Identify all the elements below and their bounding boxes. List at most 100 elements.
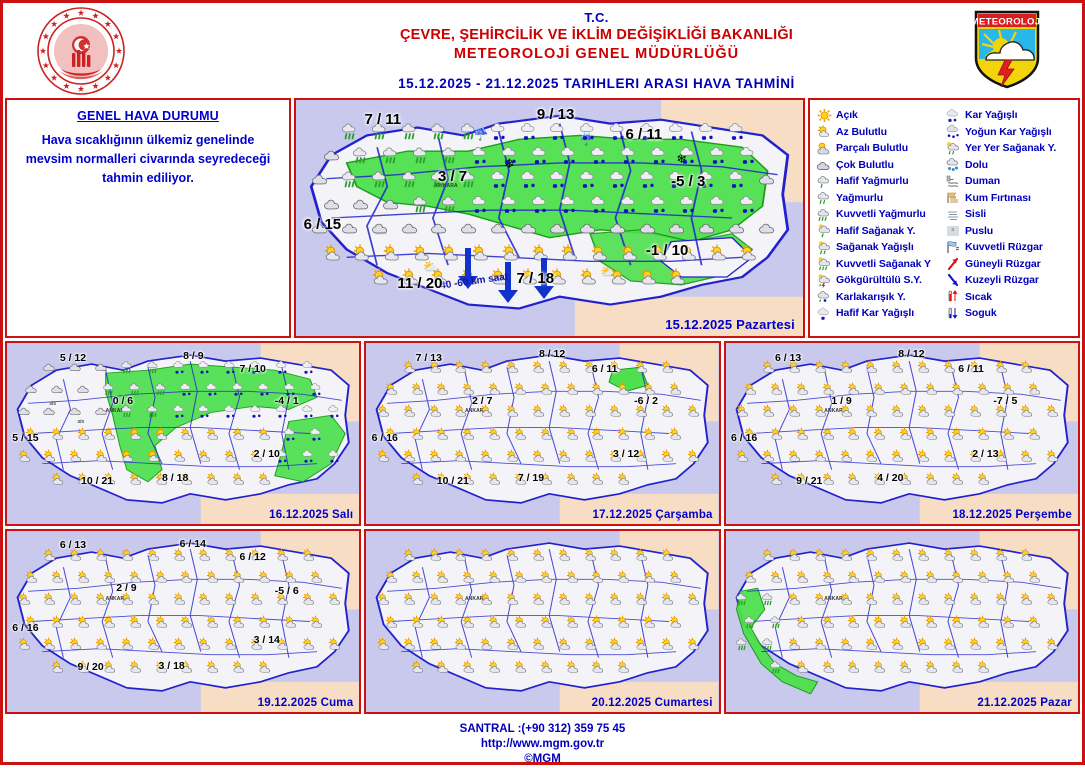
weather-icon-sunCloud: [873, 614, 888, 629]
hail-icon: [945, 157, 962, 172]
weather-icon-cloudSnow: [679, 145, 699, 165]
legend-item: Kar Yağışlı: [945, 107, 1074, 124]
legend-label: Kuzeyli Rüzgar: [965, 274, 1039, 287]
weather-icon-cloud: [311, 169, 331, 189]
weather-icon-sunCloud: [1046, 404, 1061, 419]
weather-icon-sunCloud: [891, 359, 906, 374]
legend-label: Hafif Yağmurlu: [836, 175, 909, 188]
weather-icon-cloudSnow: [728, 121, 748, 141]
weather-icon-sunCloud: [769, 471, 784, 486]
weather-icon-sunCloud: [617, 426, 632, 441]
forecast-map-18[interactable]: ANKARA 18.12.2025 Perşembe 6 / 13 8 / 12 6…: [723, 341, 1080, 526]
weather-icon-sunCloud: [410, 659, 425, 674]
temperature-label: 8 / 18: [162, 471, 189, 484]
weather-icon-sunCloud: [560, 243, 580, 263]
weather-icon-sunCloud: [1046, 637, 1061, 652]
weather-icon-sunCloud: [609, 359, 624, 374]
rain-icon: [816, 190, 833, 205]
weather-icon-sunCloud: [384, 569, 399, 584]
temperature-label: -7 / 5: [993, 395, 1018, 408]
weather-icon-sunCloud: [224, 592, 239, 607]
weather-icon-sunCloud: [412, 243, 432, 263]
weather-icon-sunCloud: [976, 569, 991, 584]
map-canvas: ANKARA 21.12.2025 Pazar: [725, 531, 1078, 712]
weather-icon-sunCloud: [668, 426, 683, 441]
weather-icon-sunCloud: [821, 659, 836, 674]
weather-icon-cloud: [95, 359, 110, 374]
weather-icon-sunCloud: [506, 449, 521, 464]
legend-item: Dolu: [945, 157, 1074, 174]
legend-label: Sisli: [965, 208, 987, 221]
legend-item: Parçalı Bulutlu: [816, 140, 945, 157]
weather-icon-cloudRain: [736, 637, 751, 652]
forecast-map-21[interactable]: ANKARA 21.12.2025 Pazar: [723, 529, 1080, 714]
weather-icon-sunCloud: [899, 569, 914, 584]
weather-icon-sunCloud: [454, 449, 469, 464]
weather-icon-sunCloud: [899, 381, 914, 396]
weather-icon-cloudSnow: [198, 404, 213, 419]
weather-icon-sunCloud: [488, 426, 503, 441]
weather-icon-sunCloud: [454, 547, 469, 562]
weather-icon-cloudRain: [352, 145, 372, 165]
map-date-label: 21.12.2025 Pazar: [977, 697, 1072, 709]
temperature-label: 10 / 21: [80, 475, 114, 488]
weather-icon-sunCloud: [839, 592, 854, 607]
top-row: GENEL HAVA DURUMU Hava sıcaklığının ülke…: [3, 98, 1082, 338]
weather-icon-sunCloud: [232, 614, 247, 629]
weather-icon-sunCloud: [154, 426, 169, 441]
weather-icon-cloudSnow: [283, 426, 298, 441]
weather-icon-sunCloud: [917, 449, 932, 464]
weather-icon-sunCloud: [661, 547, 676, 562]
weather-icon-sunCloud: [206, 614, 221, 629]
weather-icon-sunCloud: [154, 569, 169, 584]
weather-icon-cloudRain: [120, 404, 135, 419]
temperature-label: 3 / 12: [612, 447, 640, 460]
temperature-label: 6 / 13: [59, 539, 87, 552]
forecast-map-15[interactable]: ❄ ☔ ☔ ❄ ⛅ ⛅ ⛅ ANKARA 40 -60 km saat15.12…: [294, 98, 805, 338]
weather-icon-sunCloud: [462, 569, 477, 584]
south-wind-arrow-icon: [945, 256, 962, 271]
weather-icon-sunCloud: [146, 592, 161, 607]
weather-icon-cloud: [609, 218, 629, 238]
svg-text:≡: ≡: [952, 227, 955, 233]
legend-label: Kuvvetli Sağanak Y: [836, 257, 931, 270]
forecast-map-17[interactable]: ANKARA 17.12.2025 Çarşamba 7 / 13 8 / 12 6…: [364, 341, 721, 526]
weather-icon-sunCloud: [1020, 547, 1035, 562]
weather-icon-cloudSnow: [206, 381, 221, 396]
forecast-map-20[interactable]: ANKARA 20.12.2025 Cumartesi: [364, 529, 721, 714]
weather-icon-cloud: [382, 194, 402, 214]
weather-icon-cloud: [43, 404, 58, 419]
forecast-map-16[interactable]: ANKARA SİS SİS 16.12.2025 Salı 5 / 12 8 /…: [5, 341, 362, 526]
weather-icon-sunCloud: [924, 426, 939, 441]
weather-icon-sunCloud: [661, 449, 676, 464]
weather-icon-cloudSnow: [739, 194, 759, 214]
weather-icon-sunCloud: [257, 426, 272, 441]
weather-icon-cloudSnow: [549, 169, 569, 189]
weather-icon-sunCloud: [942, 449, 957, 464]
weather-icon-sunCloud: [428, 449, 443, 464]
weather-icon-sunCloud: [643, 426, 658, 441]
footer-website[interactable]: http://www.mgm.gov.tr: [480, 738, 605, 751]
legend-item: Yağmurlu: [816, 190, 945, 207]
weather-icon-cloudSnow: [639, 169, 659, 189]
weather-icon-sunCloud: [591, 614, 606, 629]
legend-item: Az Bulutlu: [816, 124, 945, 141]
weather-icon-cloudRain: [341, 169, 361, 189]
weather-icon-sunCloud: [617, 659, 632, 674]
weather-icon-cloudSnow: [283, 381, 298, 396]
weather-icon-sunCloud: [942, 359, 957, 374]
weather-icon-snow: ❄: [503, 155, 515, 171]
weather-icon-sunCloud: [1046, 449, 1061, 464]
weather-icon-sunCloud: [402, 547, 417, 562]
map-date-label: 16.12.2025 Salı: [269, 509, 354, 521]
weather-icon-sunCloud: [787, 359, 802, 374]
weather-icon-cloud: [311, 218, 331, 238]
weather-icon-sunCloud: [51, 426, 66, 441]
forecast-map-19[interactable]: ANKARA 19.12.2025 Cuma 6 / 13 6 / 14 6 / 1…: [5, 529, 362, 714]
legend-label: Gökgürültülü S.Y.: [836, 274, 922, 287]
weather-icon-sunCloud: [77, 471, 92, 486]
weather-icon-sunCloud: [51, 659, 66, 674]
weather-icon-sunCloud: [899, 471, 914, 486]
weather-icon-sunCloud: [102, 426, 117, 441]
weather-icon-sunCloud: [128, 426, 143, 441]
